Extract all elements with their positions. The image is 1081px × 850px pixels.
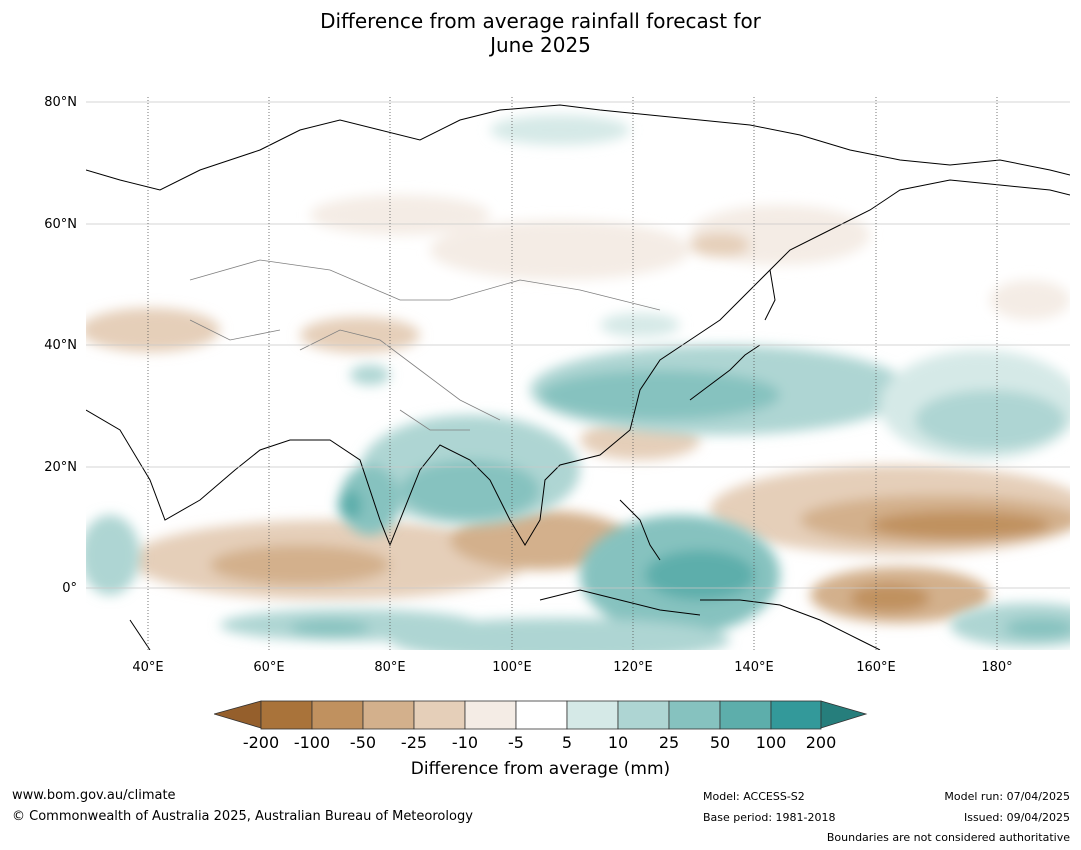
map-title: Difference from average rainfall forecas… — [0, 9, 1081, 57]
legend-swatch — [362, 700, 415, 730]
legend-tick: 200 — [805, 733, 837, 752]
legend-tick: -100 — [293, 733, 331, 752]
boundaries-disclaimer: Boundaries are not considered authoritat… — [826, 831, 1070, 844]
legend-swatch — [260, 700, 313, 730]
above-average-rainfall-regions — [86, 115, 1070, 650]
legend-swatch — [311, 700, 364, 730]
longitude-label-60e: 60°E — [253, 660, 285, 675]
title-line-1: Difference from average rainfall forecas… — [320, 9, 761, 33]
legend-swatch — [464, 700, 517, 730]
legend-tick: 10 — [607, 733, 629, 752]
legend-label: Difference from average (mm) — [410, 759, 671, 779]
legend-swatch — [566, 700, 619, 730]
longitude-gridlines — [147, 97, 998, 650]
longitude-label-120e: 120°E — [613, 660, 653, 675]
latitude-label-20n: 20°N — [44, 460, 77, 475]
national-boundaries — [189, 259, 661, 431]
below-average-rainfall-regions — [86, 195, 1070, 623]
longitude-label-140e: 140°E — [734, 660, 774, 675]
legend-swatch — [770, 700, 822, 730]
latitude-gridlines — [86, 101, 1070, 589]
longitude-label-80e: 80°E — [374, 660, 406, 675]
legend-tick: -5 — [508, 733, 524, 752]
base-period: Base period: 1981-2018 — [703, 811, 836, 824]
longitude-label-160e: 160°E — [856, 660, 896, 675]
latitude-label-equator: 0° — [62, 581, 77, 596]
legend-swatch — [413, 700, 466, 730]
latitude-label-40n: 40°N — [44, 338, 77, 353]
rainfall-anomaly-map — [86, 97, 1070, 650]
legend-tick: 50 — [709, 733, 731, 752]
legend-over-arrow — [820, 700, 868, 729]
legend-under-arrow — [214, 700, 262, 729]
longitude-label-40e: 40°E — [132, 660, 164, 675]
legend-colorbar — [214, 700, 868, 730]
longitude-label-180: 180° — [981, 660, 1013, 675]
legend-tick: 5 — [561, 733, 573, 752]
model-run-date: Model run: 07/04/2025 — [944, 790, 1070, 803]
legend-swatch — [617, 700, 670, 730]
legend-tick: -50 — [349, 733, 377, 752]
issued-date: Issued: 09/04/2025 — [963, 811, 1070, 824]
website-link[interactable]: www.bom.gov.au/climate — [12, 788, 176, 803]
legend-swatch — [668, 700, 721, 730]
latitude-label-80n: 80°N — [44, 95, 77, 110]
copyright-text: © Commonwealth of Australia 2025, Austra… — [12, 809, 473, 824]
legend-tick: 25 — [658, 733, 680, 752]
legend-tick: -200 — [242, 733, 280, 752]
legend-swatch — [515, 700, 568, 730]
model-name: Model: ACCESS-S2 — [703, 790, 805, 803]
title-line-2: June 2025 — [490, 33, 591, 57]
legend-tick: -25 — [400, 733, 428, 752]
legend-swatch — [719, 700, 772, 730]
legend-tick: -10 — [451, 733, 479, 752]
coastlines — [86, 104, 1070, 650]
latitude-label-60n: 60°N — [44, 217, 77, 232]
legend-tick: 100 — [755, 733, 787, 752]
longitude-label-100e: 100°E — [492, 660, 532, 675]
